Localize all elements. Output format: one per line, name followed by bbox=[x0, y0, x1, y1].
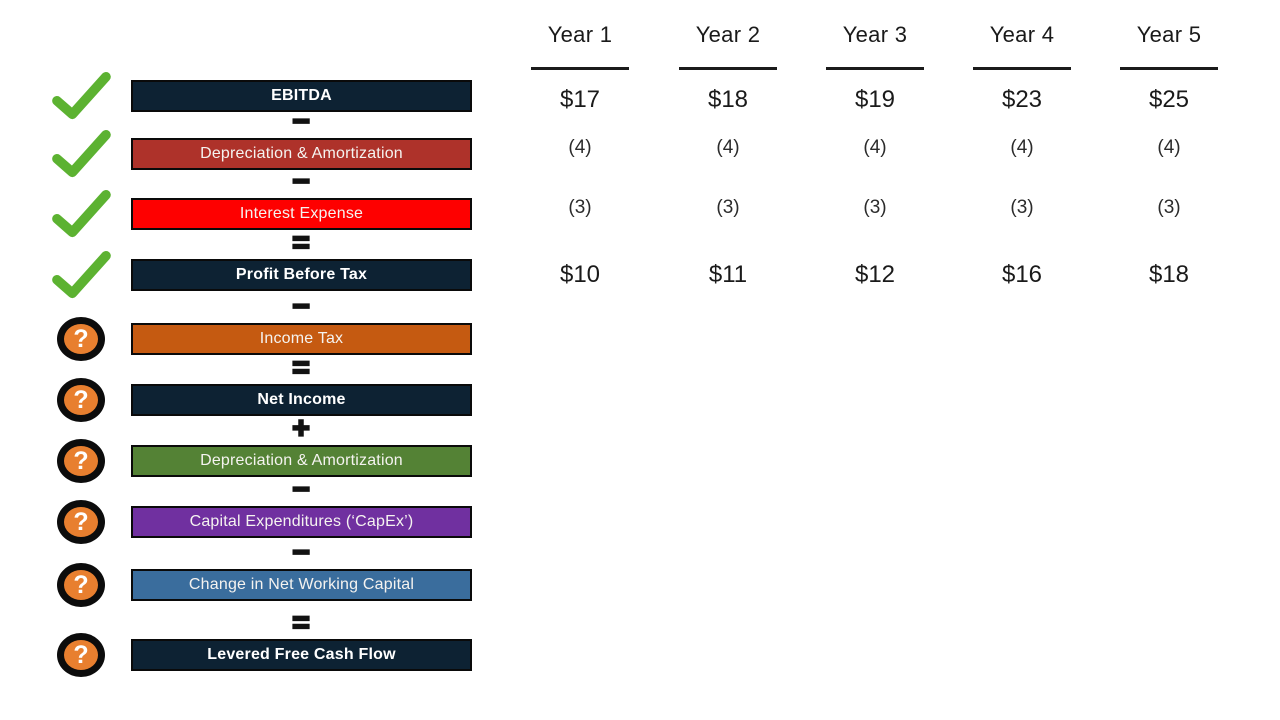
year-column-header: Year 5 bbox=[1136, 22, 1202, 47]
value-cell: (4) bbox=[1157, 137, 1181, 158]
bar-income-tax: Income Tax bbox=[131, 323, 472, 355]
question-mark-icon: ? bbox=[57, 317, 105, 361]
year-column-underline bbox=[531, 67, 629, 70]
flow-row-income-tax: − ? Income Tax bbox=[0, 290, 1280, 361]
flow-row-depreciation-amortization-addback: + ? Depreciation & Amortization bbox=[0, 412, 1280, 483]
bar-depreciation-amortization: Depreciation & Amortization bbox=[131, 138, 472, 170]
checkmark-icon bbox=[52, 250, 111, 299]
year-column-underline bbox=[973, 67, 1071, 70]
value-cell: (3) bbox=[568, 197, 592, 218]
checkmark-icon bbox=[52, 71, 111, 120]
value-cell: $12 bbox=[854, 261, 896, 288]
question-mark-icon: ? bbox=[57, 378, 105, 422]
flow-row-profit-before-tax: = Profit Before Tax $10 $11 $12 $16 $18 bbox=[0, 226, 1280, 299]
operator-equals: = bbox=[291, 351, 311, 384]
bar-label: Interest Expense bbox=[239, 205, 364, 222]
year-column-underline bbox=[679, 67, 777, 70]
checkmark-icon bbox=[52, 129, 111, 178]
operator-equals: = bbox=[291, 226, 311, 259]
operator-minus: − bbox=[291, 290, 311, 323]
flow-row-ebitda: EBITDA $17 $18 $19 $23 $25 bbox=[0, 71, 1280, 120]
year-column-header: Year 2 bbox=[695, 22, 761, 47]
bar-label: Net Income bbox=[257, 391, 346, 408]
bar-change-net-working-capital: Change in Net Working Capital bbox=[131, 569, 472, 601]
bar-depreciation-amortization-addback: Depreciation & Amortization bbox=[131, 445, 472, 477]
year-column-header: Year 4 bbox=[989, 22, 1055, 47]
year-column-header: Year 3 bbox=[842, 22, 908, 47]
value-cell: $18 bbox=[707, 86, 749, 113]
value-cell: (3) bbox=[1010, 197, 1034, 218]
bar-label: Levered Free Cash Flow bbox=[207, 646, 396, 663]
question-mark-icon: ? bbox=[57, 439, 105, 483]
value-cell: $23 bbox=[1001, 86, 1043, 113]
value-cell: (3) bbox=[863, 197, 887, 218]
value-cell: $17 bbox=[559, 86, 601, 113]
bar-label: Depreciation & Amortization bbox=[200, 452, 403, 469]
year-column-underline bbox=[1120, 67, 1218, 70]
question-mark-icon: ? bbox=[57, 563, 105, 607]
value-cell: $10 bbox=[559, 261, 601, 288]
operator-equals: = bbox=[291, 606, 311, 639]
bar-interest-expense: Interest Expense bbox=[131, 198, 472, 230]
bar-label: Profit Before Tax bbox=[235, 266, 368, 283]
value-cell: $25 bbox=[1148, 86, 1190, 113]
bar-capital-expenditures: Capital Expenditures (‘CapEx’) bbox=[131, 506, 472, 538]
bar-label: Capital Expenditures (‘CapEx’) bbox=[189, 513, 414, 530]
bar-net-income: Net Income bbox=[131, 384, 472, 416]
value-cell: $19 bbox=[854, 86, 896, 113]
operator-minus: − bbox=[291, 473, 311, 506]
operator-plus: + bbox=[291, 412, 311, 445]
operator-minus: − bbox=[291, 165, 311, 198]
question-mark-icon: ? bbox=[57, 633, 105, 677]
bar-label: EBITDA bbox=[271, 87, 332, 104]
year-column-header: Year 1 bbox=[547, 22, 613, 47]
value-cell: (4) bbox=[863, 137, 887, 158]
bar-label: Depreciation & Amortization bbox=[200, 145, 403, 162]
year-column-underline bbox=[826, 67, 924, 70]
operator-minus: − bbox=[291, 105, 311, 138]
flow-row-interest-expense: − Interest Expense (3) (3) (3) (3) (3) bbox=[0, 165, 1280, 238]
flow-row-change-net-working-capital: − ? Change in Net Working Capital bbox=[0, 536, 1280, 607]
flow-row-depreciation-amortization: − Depreciation & Amortization (4) (4) (4… bbox=[0, 105, 1280, 178]
flow-row-levered-free-cash-flow: = ? Levered Free Cash Flow bbox=[0, 606, 1280, 677]
value-cell: (3) bbox=[1157, 197, 1181, 218]
flow-row-net-income: = ? Net Income bbox=[0, 351, 1280, 422]
bar-label: Change in Net Working Capital bbox=[188, 576, 415, 593]
flow-row-capital-expenditures: − ? Capital Expenditures (‘CapEx’) bbox=[0, 473, 1280, 544]
bar-profit-before-tax: Profit Before Tax bbox=[131, 259, 472, 291]
value-cell: $11 bbox=[708, 261, 748, 288]
bar-levered-free-cash-flow: Levered Free Cash Flow bbox=[131, 639, 472, 671]
bar-ebitda: EBITDA bbox=[131, 80, 472, 112]
value-cell: (4) bbox=[716, 137, 740, 158]
value-cell: $16 bbox=[1001, 261, 1043, 288]
checkmark-icon bbox=[52, 189, 111, 238]
operator-minus: − bbox=[291, 536, 311, 569]
value-cell: (4) bbox=[1010, 137, 1034, 158]
question-mark-icon: ? bbox=[57, 500, 105, 544]
value-cell: (4) bbox=[568, 137, 592, 158]
value-cell: $18 bbox=[1148, 261, 1190, 288]
bar-label: Income Tax bbox=[259, 330, 344, 347]
value-cell: (3) bbox=[716, 197, 740, 218]
